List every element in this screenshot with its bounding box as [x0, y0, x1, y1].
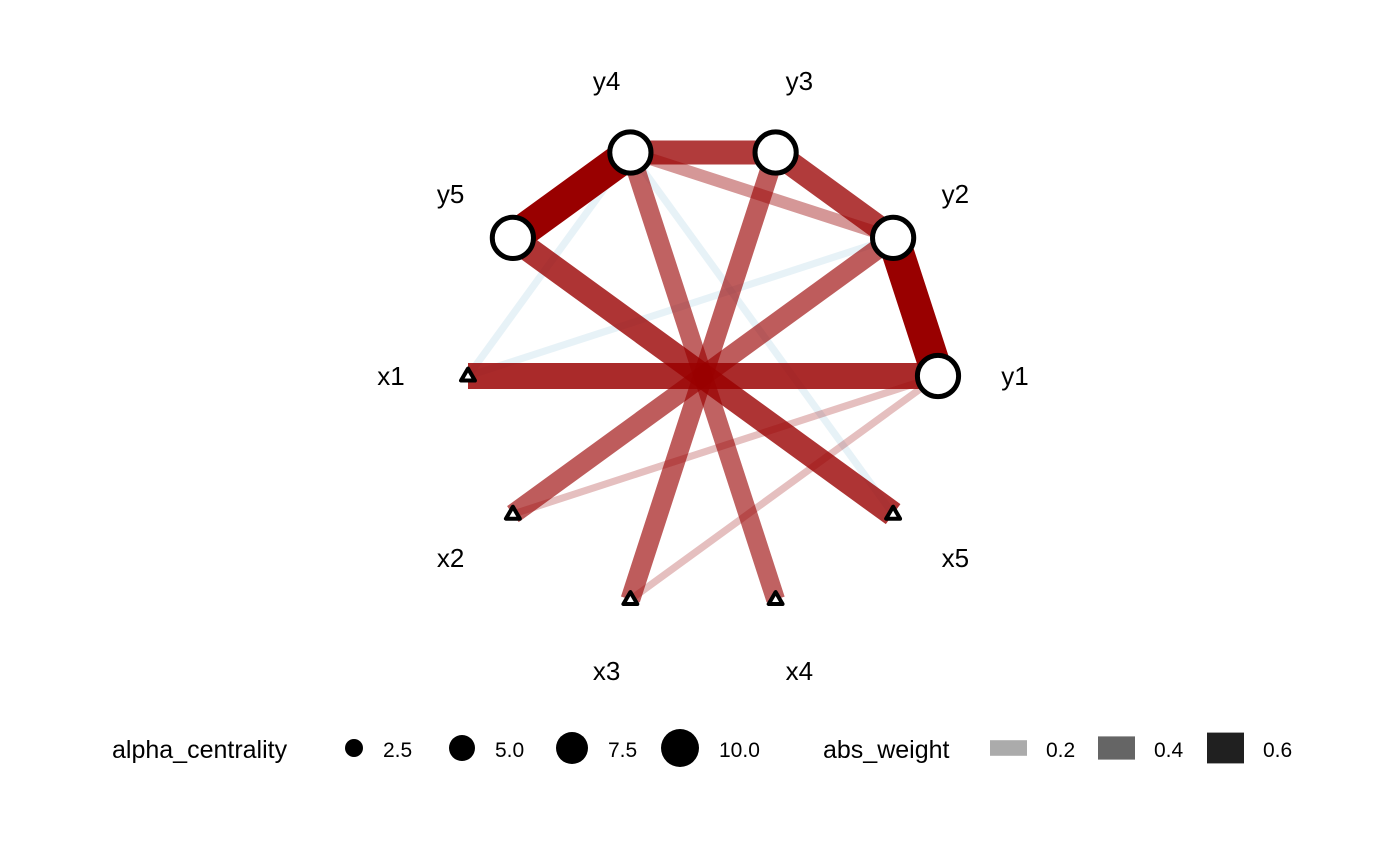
node-label-y2: y2	[942, 179, 969, 209]
width-legend: abs_weight 0.2 0.4 0.6	[823, 732, 1292, 764]
edge-y2-y3	[768, 142, 901, 248]
node-label-y5: y5	[437, 179, 464, 209]
width-legend-key-0	[990, 740, 1027, 756]
node-label-y1: y1	[1001, 361, 1028, 391]
width-legend-label-2: 0.6	[1263, 739, 1292, 762]
node-y4	[607, 129, 654, 176]
node-label-x1: x1	[377, 361, 404, 391]
size-legend-key-2	[556, 732, 588, 764]
width-legend-label-0: 0.2	[1046, 739, 1075, 762]
edges-layer	[465, 139, 954, 603]
node-label-x2: x2	[437, 543, 464, 573]
size-legend-label-3: 10.0	[719, 739, 760, 762]
width-legend-title: abs_weight	[823, 736, 950, 764]
size-legend-label-0: 2.5	[383, 739, 412, 762]
size-legend-key-1	[449, 735, 475, 761]
node-x2	[503, 504, 522, 521]
node-x5	[884, 504, 903, 521]
node-label-y4: y4	[593, 66, 620, 96]
node-y3	[752, 129, 799, 176]
nodes-layer	[459, 129, 962, 607]
node-label-x3: x3	[593, 656, 620, 686]
size-legend: alpha_centrality 2.5 5.0 7.5 10.0	[112, 729, 760, 767]
edge-y4-y5	[503, 139, 640, 251]
node-y5	[489, 214, 536, 261]
size-legend-label-1: 5.0	[495, 739, 524, 762]
edge-x3-y1	[628, 373, 941, 603]
size-legend-key-3	[661, 729, 699, 767]
width-legend-label-1: 0.4	[1154, 739, 1184, 762]
node-y1	[914, 352, 962, 400]
node-labels-layer: y1 y2 y3 y4 y5 x1 x2 x3 x4 x5	[377, 66, 1028, 686]
width-legend-key-1	[1098, 736, 1135, 760]
size-legend-label-2: 7.5	[608, 739, 637, 762]
legend: alpha_centrality 2.5 5.0 7.5 10.0 abs_weigh…	[112, 729, 1292, 767]
size-legend-title: alpha_centrality	[112, 736, 288, 764]
edge-y1-y2	[877, 232, 954, 382]
node-label-x4: x4	[786, 656, 813, 686]
node-x4	[766, 590, 785, 607]
width-legend-key-2	[1207, 732, 1244, 764]
node-label-y3: y3	[786, 66, 813, 96]
node-label-x5: x5	[942, 543, 969, 573]
size-legend-key-0	[345, 739, 363, 757]
node-y2	[870, 214, 917, 261]
node-x1	[459, 366, 477, 383]
node-x3	[621, 590, 640, 607]
